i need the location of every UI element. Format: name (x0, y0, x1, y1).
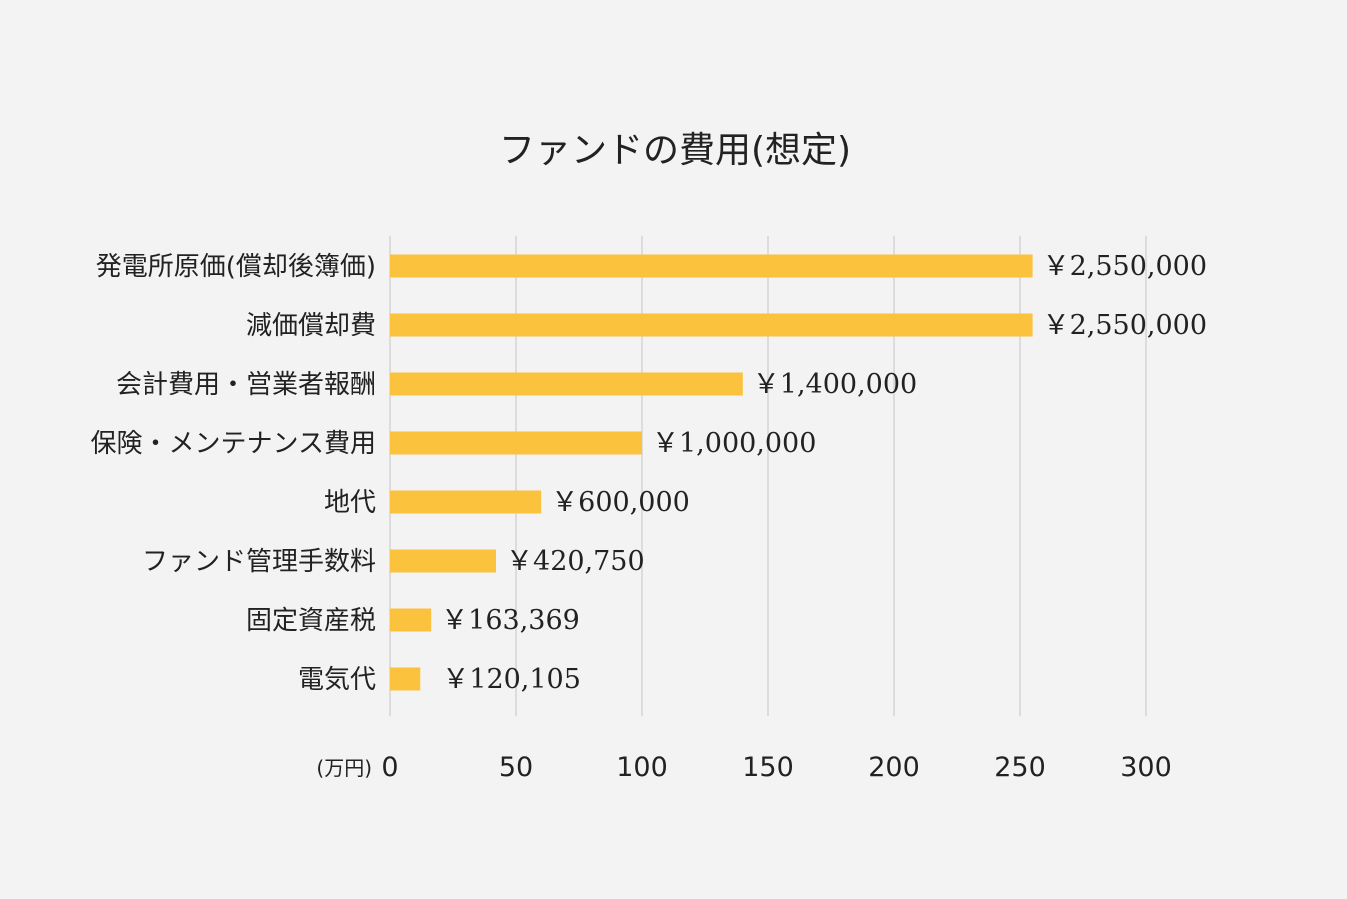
value-label-7: ￥120,105 (442, 664, 581, 695)
x-axis-unit-label: (万円) (316, 756, 372, 780)
value-label-4: ￥600,000 (551, 487, 690, 518)
bar-5 (390, 549, 497, 573)
value-label-1: ￥2,550,000 (1043, 310, 1207, 341)
x-axis-ticks: 0 50 100 150 200 250 300 (381, 752, 1171, 783)
bar-6 (390, 608, 432, 632)
value-label-2: ￥1,400,000 (753, 369, 917, 400)
category-label-2: 会計費用・営業者報酬 (116, 370, 376, 400)
value-label-6: ￥163,369 (441, 605, 580, 636)
category-label-4: 地代 (324, 488, 376, 518)
x-tick-label-3: 150 (742, 752, 794, 783)
category-label-6: 固定資産税 (246, 606, 376, 636)
x-tick-label-6: 300 (1120, 752, 1172, 783)
bar-2 (390, 372, 743, 396)
bar-4 (390, 490, 542, 514)
category-labels: 発電所原価(償却後簿価) 減価償却費会計費用・営業者報酬保険・メンテナンス費用地代… (91, 252, 376, 695)
category-label-3: 保険・メンテナンス費用 (91, 429, 376, 459)
bar-1 (390, 313, 1033, 337)
value-labels: ￥2,550,000 ￥2,550,000 ￥1,400,000 ￥1,000,000… (441, 251, 1207, 695)
category-label-0: 発電所原価(償却後簿価) (96, 252, 376, 282)
x-tick-label-4: 200 (868, 752, 920, 783)
bar-7 (390, 667, 421, 691)
category-label-7: 電気代 (298, 665, 376, 695)
value-label-5: ￥420,750 (506, 546, 645, 577)
x-tick-label-1: 50 (499, 752, 533, 783)
bar-0 (390, 254, 1033, 278)
gridlines (389, 236, 1147, 716)
chart-title: ファンドの費用(想定) (499, 130, 851, 171)
bar-3 (390, 431, 642, 455)
value-label-0: ￥2,550,000 (1043, 251, 1207, 282)
bars (390, 254, 1033, 691)
x-tick-label-5: 250 (994, 752, 1046, 783)
x-tick-label-2: 100 (616, 752, 668, 783)
value-label-3: ￥1,000,000 (652, 428, 816, 459)
category-label-5: ファンド管理手数料 (142, 547, 376, 577)
x-tick-label-0: 0 (381, 752, 398, 783)
category-label-1: 減価償却費 (246, 311, 376, 341)
